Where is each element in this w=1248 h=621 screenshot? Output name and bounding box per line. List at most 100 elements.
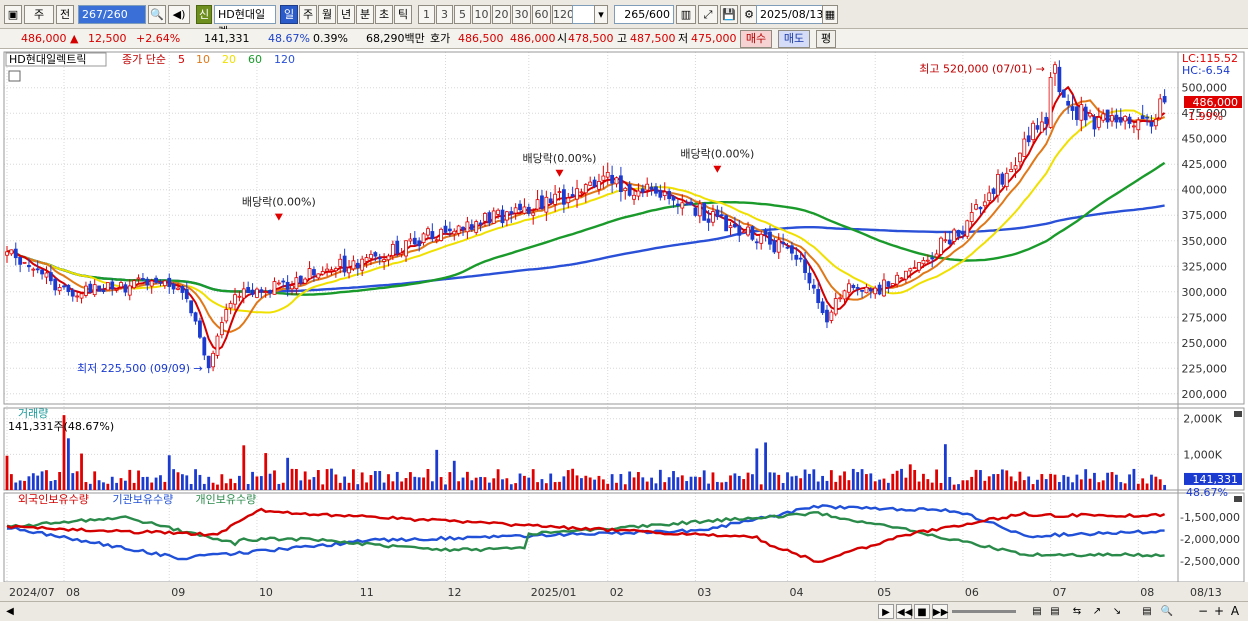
nav-button-3[interactable]: ▶▶ [932, 604, 948, 619]
candle-body [184, 289, 189, 300]
zoom-button-1[interactable]: + [1213, 604, 1225, 618]
tab-6[interactable]: 틱 [394, 5, 412, 24]
interval-button-3[interactable]: 3 [436, 5, 453, 24]
nav-button-1[interactable]: ◀◀ [896, 604, 912, 619]
nav-button-2[interactable]: ■ [914, 604, 930, 619]
volume-bar [387, 474, 390, 490]
save-icon[interactable]: 💾 [720, 5, 738, 24]
axis-labels: 200,000 225,000 250,000 275,000 300,000 325,0… [9, 52, 1242, 599]
interval-button-30[interactable]: 30 [512, 5, 531, 24]
candle [303, 277, 308, 284]
trend-up-icon[interactable]: ↗ [1092, 606, 1102, 617]
buy-button[interactable]: 매수 [740, 30, 772, 48]
candle-body [864, 286, 869, 294]
zoom-button-0[interactable]: − [1197, 604, 1209, 618]
volume-bar [430, 481, 434, 490]
quote-open: 478,500 [568, 32, 614, 45]
interval-button-120[interactable]: 120 [552, 5, 574, 24]
candle [474, 219, 479, 235]
volume-bar [1123, 483, 1127, 490]
stock-name-field[interactable]: HD현대일렉 [214, 5, 276, 38]
interval-button-60[interactable]: 60 [532, 5, 551, 24]
calendar-icon[interactable]: ▦ [822, 5, 838, 24]
candle [882, 273, 886, 298]
layout-icon[interactable]: ▤ [1142, 606, 1152, 617]
tab-0[interactable]: 일 [280, 5, 298, 24]
tab-2[interactable]: 월 [318, 5, 336, 24]
candle-body [526, 206, 531, 214]
stock-chart[interactable]: 200,000 225,000 250,000 275,000 300,000 325,0… [0, 50, 1248, 601]
legend-ma-20: 20 [222, 53, 236, 66]
interval-button-10[interactable]: 10 [472, 5, 491, 24]
chart-type-icon[interactable]: ▥ [676, 5, 696, 24]
window-menu-icon[interactable]: ▣ [4, 5, 22, 24]
candle [1018, 152, 1022, 169]
volume-bar [18, 480, 22, 490]
sell-button[interactable]: 매도 [778, 30, 810, 48]
candle [917, 261, 921, 274]
volume-bar [558, 481, 561, 490]
candle-body [1044, 116, 1049, 124]
x-tick-label: 08 [66, 586, 80, 599]
draw-tool-icon[interactable]: ⤢ [698, 5, 718, 24]
zoom-button-2[interactable]: A [1230, 604, 1240, 618]
candle-body [233, 294, 237, 305]
candle [961, 225, 965, 240]
volume-bar [444, 484, 447, 490]
volume-bar [198, 474, 202, 490]
candle-body [101, 289, 106, 293]
interval-button-20[interactable]: 20 [492, 5, 511, 24]
range-input[interactable]: 267/260 [78, 5, 146, 24]
count-input[interactable]: 265/600 [614, 5, 674, 24]
split-view-icon[interactable]: ▤ [1032, 606, 1042, 617]
interval-button-1[interactable]: 1 [418, 5, 435, 24]
volume-bar [523, 475, 526, 490]
quote-amount: 68,290백만 [366, 32, 425, 45]
candle [741, 229, 746, 234]
candle [544, 190, 549, 222]
sound-icon[interactable]: ◀) [168, 5, 190, 24]
copy-view-icon[interactable]: ▤ [1050, 606, 1060, 617]
scroll-left-icon[interactable]: ◀ [6, 606, 14, 617]
candle-body [724, 215, 729, 232]
candle [575, 179, 579, 208]
average-button[interactable]: 평 [816, 30, 836, 48]
search-icon[interactable]: 🔍 [148, 5, 166, 24]
interval-dropdown-icon[interactable]: ▾ [594, 5, 608, 24]
candle [1140, 104, 1145, 120]
prev-button[interactable]: 전 [56, 5, 74, 24]
price-tick-label: 225,000 [1182, 362, 1228, 375]
new-badge[interactable]: 신 [196, 5, 212, 24]
candle-body [189, 300, 194, 314]
candle-body [803, 259, 807, 273]
volume-bar [1084, 469, 1088, 490]
tab-5[interactable]: 초 [375, 5, 393, 24]
quote-open-label: 시 [557, 32, 568, 45]
candle [1096, 107, 1101, 131]
volume-bar [194, 469, 197, 490]
tab-1[interactable]: 주 [299, 5, 317, 24]
period-select[interactable]: 주 [24, 5, 54, 24]
candle [1105, 109, 1110, 129]
scroll-thumb[interactable] [952, 610, 1016, 613]
bottom-scrollbar[interactable]: ◀ ▶ ◀◀ ■ ▶▶ ▤ ▤ ⇆ ↗ ↘ ▤ 🔍 − + A [0, 601, 1248, 621]
candle [965, 219, 970, 239]
volume-bar [49, 481, 53, 490]
price-candles [5, 60, 1167, 374]
date-input[interactable]: 2025/08/13 [756, 5, 826, 24]
candle [807, 266, 812, 291]
interval-button-5[interactable]: 5 [454, 5, 471, 24]
volume-bar [119, 478, 123, 490]
tab-3[interactable]: 년 [337, 5, 355, 24]
candle-body [1153, 118, 1158, 127]
candle-body [395, 240, 400, 254]
volume-bar [483, 477, 487, 490]
candle [255, 287, 259, 298]
volume-bar [781, 483, 785, 490]
search-zoom-icon[interactable]: 🔍 [1160, 606, 1174, 617]
compare-icon[interactable]: ⇆ [1072, 606, 1082, 617]
trend-down-icon[interactable]: ↘ [1112, 606, 1122, 617]
candle [1009, 161, 1014, 173]
nav-button-0[interactable]: ▶ [878, 604, 894, 619]
tab-4[interactable]: 분 [356, 5, 374, 24]
